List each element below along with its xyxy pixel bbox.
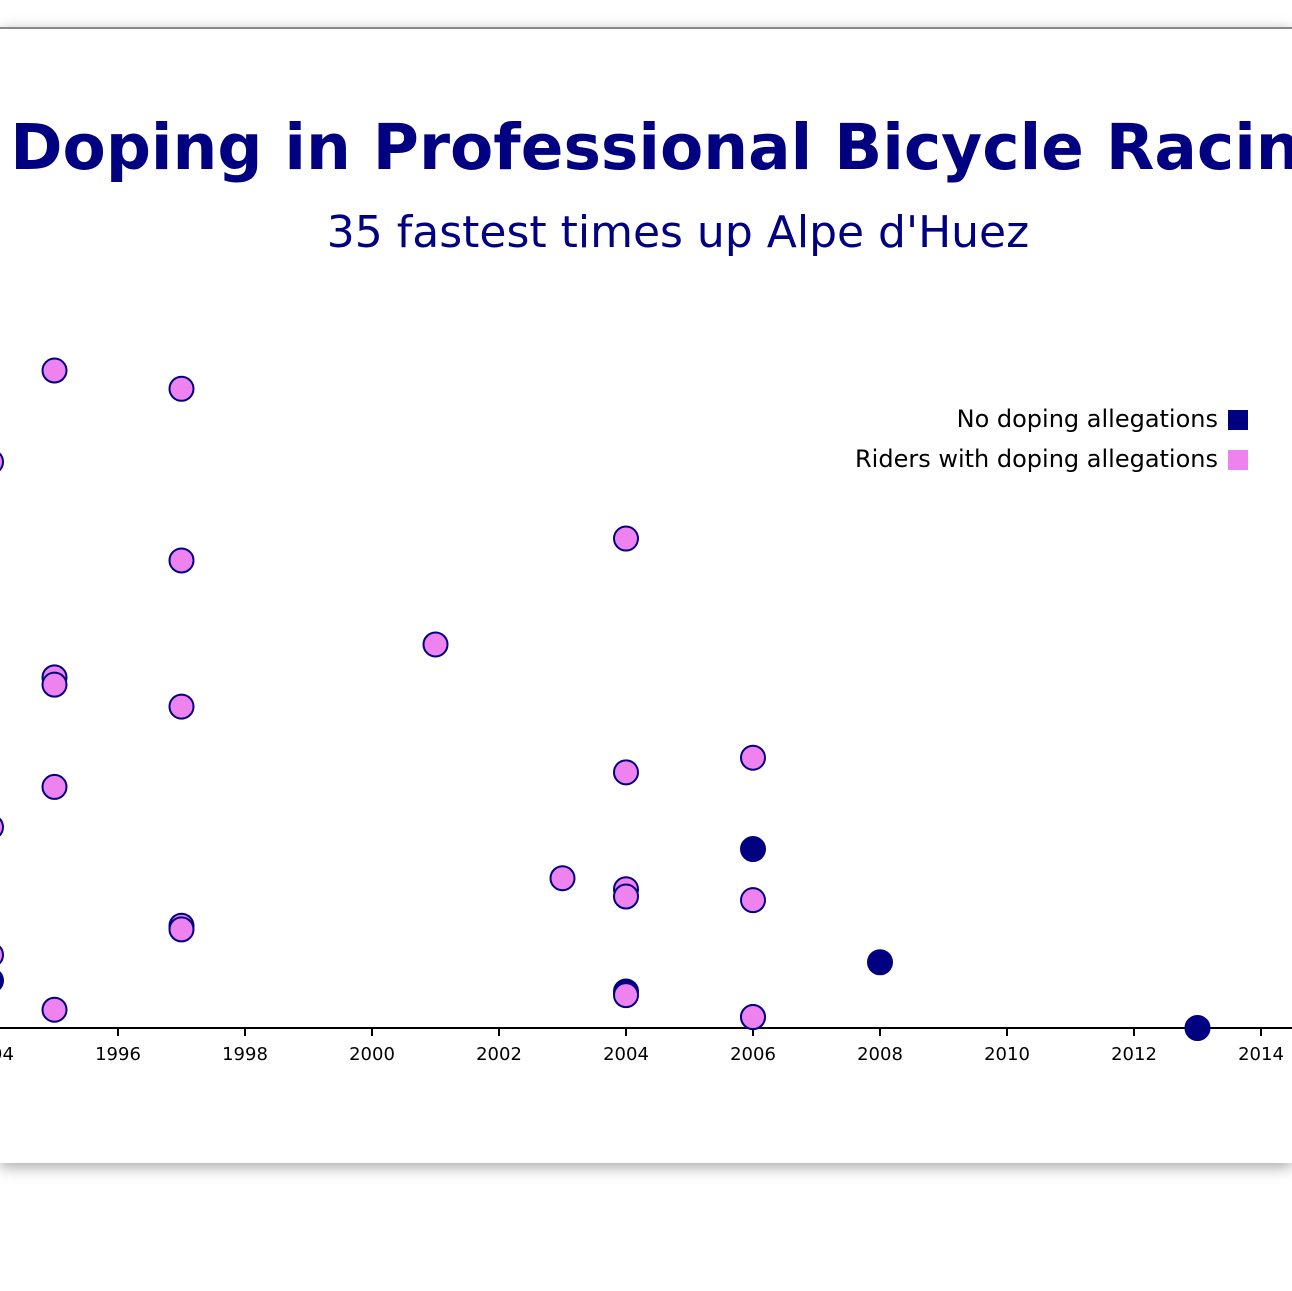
data-point xyxy=(41,996,68,1023)
data-point xyxy=(0,971,4,990)
data-point xyxy=(867,949,893,976)
x-tick-label: 2012 xyxy=(1111,1044,1157,1065)
x-tick-label: 2006 xyxy=(730,1044,776,1065)
data-point xyxy=(549,865,576,892)
data-point xyxy=(41,671,68,698)
legend-swatch xyxy=(1228,450,1248,470)
data-point xyxy=(740,887,766,914)
x-tick-label: 1996 xyxy=(95,1044,141,1065)
data-point xyxy=(740,1004,766,1031)
data-point xyxy=(613,759,639,786)
data-point xyxy=(0,452,4,472)
data-point xyxy=(0,945,4,965)
data-point xyxy=(168,916,195,943)
x-tick-label: 2010 xyxy=(984,1044,1030,1065)
data-point xyxy=(168,693,195,720)
data-point xyxy=(613,982,639,1009)
legend-label: No doping allegations xyxy=(957,405,1218,433)
chart-subtitle: 35 fastest times up Alpe d'Huez xyxy=(327,207,1029,258)
data-point xyxy=(168,375,195,402)
x-tick-label: 1998 xyxy=(222,1044,268,1065)
data-point xyxy=(168,547,195,574)
data-point xyxy=(1184,1015,1211,1041)
data-point xyxy=(613,883,639,910)
data-point xyxy=(740,744,766,771)
data-point xyxy=(613,525,639,552)
x-tick-label: 2002 xyxy=(476,1044,522,1065)
x-tick-label: 2008 xyxy=(857,1044,903,1065)
chart: Doping in Professional Bicycle Racing 35… xyxy=(0,111,1292,1065)
x-tick-label: 1994 xyxy=(0,1044,14,1065)
data-point xyxy=(740,836,766,863)
legend-swatch xyxy=(1228,410,1248,430)
x-tick-label: 2004 xyxy=(603,1044,649,1065)
legend-label: Riders with doping allegations xyxy=(855,445,1218,473)
x-tick-label: 2000 xyxy=(349,1044,395,1065)
chart-title: Doping in Professional Bicycle Racing xyxy=(10,111,1292,184)
data-point xyxy=(0,817,4,837)
x-tick-label: 2014 xyxy=(1238,1044,1284,1065)
data-point xyxy=(41,773,68,800)
data-point xyxy=(41,357,68,384)
chart-card: Doping in Professional Bicycle Racing 35… xyxy=(0,27,1292,1163)
data-point xyxy=(422,631,449,658)
